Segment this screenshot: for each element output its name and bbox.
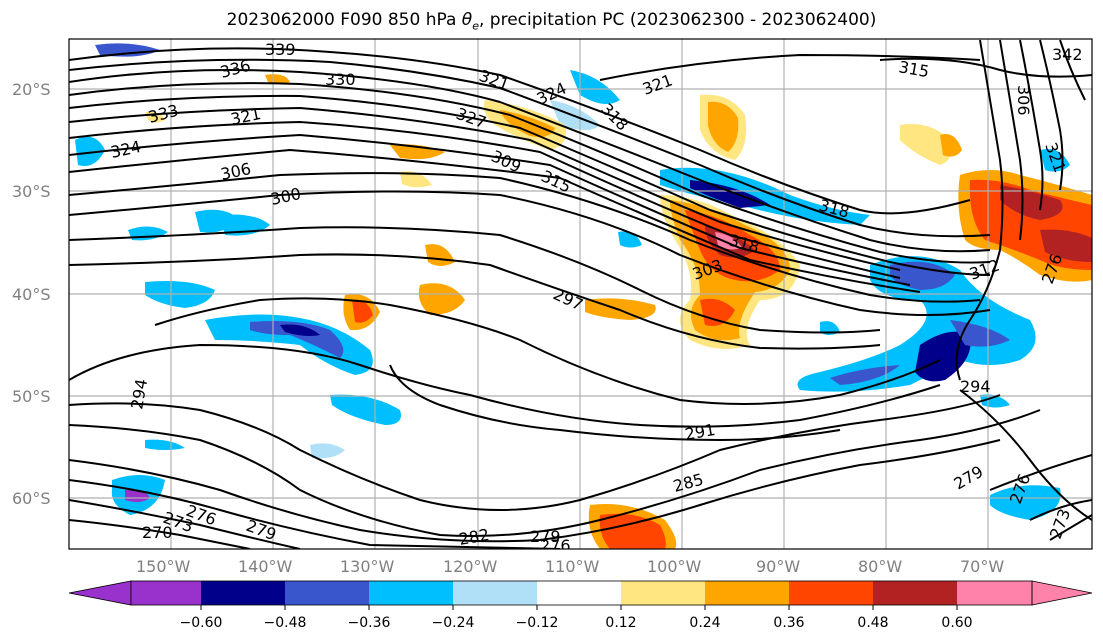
colorbar-bin (453, 581, 537, 605)
title-prefix: 2023062000 F090 850 hPa (226, 10, 462, 30)
colorbar-bin (705, 581, 789, 605)
colorbar-bin (621, 581, 705, 605)
colorbar-tick-marks (200, 605, 958, 610)
colorbar-tick-label: −0.48 (264, 615, 307, 631)
contour-label: 306 (1014, 85, 1033, 116)
colorbar-bin (873, 581, 957, 605)
contour-label: 276 (540, 536, 571, 555)
colorbar-tick-label: 0.60 (941, 615, 972, 631)
colorbar-extend-low (68, 580, 132, 606)
theta-subscript: e (472, 19, 479, 33)
colorbar-bin (369, 581, 453, 605)
colorbar: −0.60 −0.48 −0.36 −0.24 −0.12 0.12 0.24 … (68, 580, 1093, 631)
theta-e-contours (69, 39, 1092, 549)
contour-labels: 339 336 330 333 321 324 306 300 327 321 … (109, 40, 1083, 555)
lon-label-120w: 120°W (443, 557, 498, 576)
latitude-labels: 20°S 30°S 40°S 50°S 60°S (12, 80, 51, 508)
map-frame (68, 38, 1093, 550)
contour-label: 339 (265, 40, 296, 59)
map-title: 2023062000 F090 850 hPa θe, precipitatio… (0, 10, 1103, 32)
colorbar-tick-label: 0.12 (605, 615, 636, 631)
lon-label-100w: 100°W (647, 557, 702, 576)
contour-label: 330 (325, 70, 356, 89)
gridlines (69, 39, 1092, 549)
contour-label: 279 (530, 527, 561, 546)
lon-label-130w: 130°W (340, 557, 395, 576)
theta-symbol: θ (461, 10, 473, 30)
colorbar-bin (789, 581, 873, 605)
lat-label-60s: 60°S (12, 489, 51, 508)
colorbar-tick-label: 0.36 (773, 615, 804, 631)
colorbar-bin (957, 581, 1032, 605)
lat-label-30s: 30°S (12, 182, 51, 201)
colorbar-extend-high (1031, 580, 1093, 606)
contour-label: 294 (960, 377, 991, 396)
longitude-labels: 150°W 140°W 130°W 120°W 110°W 100°W 90°W… (136, 557, 1004, 576)
contour-label: 270 (142, 523, 173, 542)
lon-label-80w: 80°W (858, 557, 902, 576)
colorbar-tick-label: 0.24 (689, 615, 720, 631)
precip-shading (75, 43, 1092, 549)
lon-label-90w: 90°W (756, 557, 800, 576)
lat-label-20s: 20°S (12, 80, 51, 99)
lon-label-110w: 110°W (545, 557, 600, 576)
colorbar-frame (130, 580, 1033, 606)
lon-label-150w: 150°W (136, 557, 191, 576)
colorbar-bin (131, 581, 201, 605)
colorbar-tick-label: −0.24 (432, 615, 475, 631)
lat-label-50s: 50°S (12, 387, 51, 406)
colorbar-tick-label: −0.12 (516, 615, 559, 631)
colorbar-tick-label: 0.48 (857, 615, 888, 631)
lon-label-70w: 70°W (960, 557, 1004, 576)
colorbar-tick-label: −0.36 (348, 615, 391, 631)
contour-label: 342 (1052, 45, 1083, 64)
lon-label-140w: 140°W (238, 557, 293, 576)
lat-label-40s: 40°S (12, 285, 51, 304)
map-plot-area: 339 336 330 333 321 324 306 300 327 321 … (69, 39, 1092, 555)
colorbar-bin (285, 581, 369, 605)
colorbar-bin (537, 581, 621, 605)
colorbar-bin (201, 581, 285, 605)
title-suffix: , precipitation PC (2023062300 - 2023062… (478, 10, 877, 30)
colorbar-tick-label: −0.60 (180, 615, 223, 631)
